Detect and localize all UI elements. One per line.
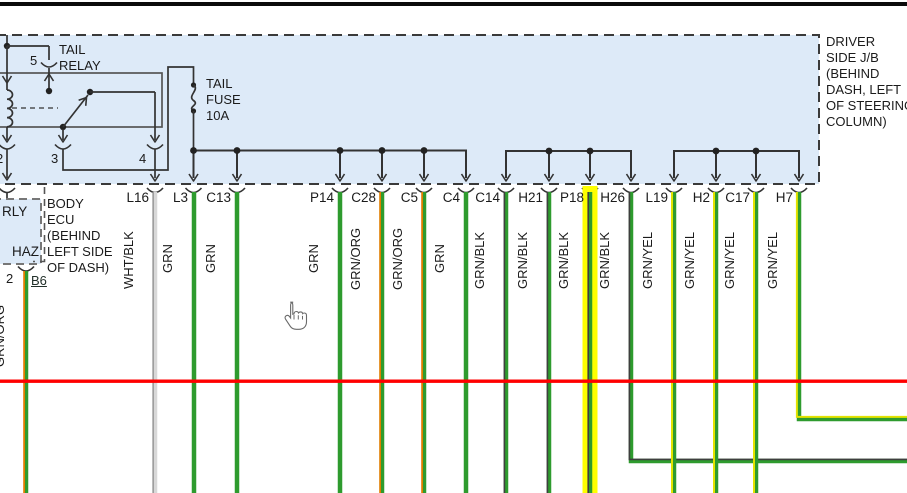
wire-color-label-H2: GRN/YEL <box>682 231 697 289</box>
wire-color-label-C5: GRN/ORG <box>390 227 405 290</box>
tail-fuse-symbol <box>190 82 197 151</box>
wire-color-label-H21: GRN/BLK <box>515 231 530 289</box>
connector-link-B6[interactable]: B6 <box>31 273 47 288</box>
wire-color-label-H26: GRN/BLK <box>597 231 612 289</box>
wire-H7[interactable] <box>795 192 907 422</box>
connector-label-C5: C5 <box>400 190 418 205</box>
tail-relay-box <box>0 72 163 128</box>
wire-color-label-C28: GRN/ORG <box>348 227 363 290</box>
haz-relay-box <box>0 198 42 272</box>
wire-color-label-P18: GRN/BLK <box>556 231 571 289</box>
tail-relay-label: TAIL RELAY <box>59 42 101 73</box>
wire-color-label-L16: WHT/BLK <box>121 231 136 289</box>
connector-label-L19: L19 <box>645 190 668 205</box>
connector-label-C28: C28 <box>351 190 376 205</box>
connector-label-P18: P18 <box>559 190 584 205</box>
haz-pin-2: 2 <box>6 271 14 286</box>
body-ecu-border <box>33 187 46 263</box>
wire-color-label-C17: GRN/YEL <box>722 231 737 289</box>
wire-color-label-C14: GRN/BLK <box>472 231 487 289</box>
connector-label-L3: L3 <box>172 190 188 205</box>
connector-label-L16: L16 <box>126 190 149 205</box>
hand-cursor <box>284 301 308 330</box>
wire-L16[interactable] <box>152 192 158 493</box>
connector-label-P14: P14 <box>309 190 334 205</box>
body-ecu-label: BODY ECU (BEHIND LEFT SIDE OF DASH) <box>47 196 113 275</box>
wire-color-label-P14: GRN <box>306 244 321 273</box>
connector-label-C14: C14 <box>475 190 500 205</box>
jb-connector-symbols <box>0 149 808 199</box>
wire-H26[interactable] <box>628 192 907 464</box>
relay-pin-2: 2 <box>0 151 4 166</box>
wire-H21[interactable] <box>546 192 552 493</box>
wire-C28[interactable] <box>379 192 385 493</box>
connector-label-H26: H26 <box>600 190 625 205</box>
jb-box <box>0 34 820 185</box>
jb-bus <box>190 147 800 178</box>
relay-pin-5: 5 <box>30 53 38 68</box>
wire-color-label-B6: GRN/ORG <box>0 304 7 367</box>
jb-label: DRIVER SIDE J/B (BEHIND DASH, LEFT OF ST… <box>826 34 907 129</box>
wire-color-label-C4: GRN <box>432 244 447 273</box>
wire-P18[interactable] <box>587 192 593 493</box>
wire-C17[interactable] <box>753 192 759 493</box>
connector-label-H21: H21 <box>518 190 543 205</box>
tracer-marker-line <box>0 379 907 383</box>
fuse-feed-line <box>62 66 195 171</box>
connector-label-C4: C4 <box>442 190 460 205</box>
tail-relay-circuit <box>0 35 164 150</box>
connector-label-C13: C13 <box>206 190 231 205</box>
top-divider-bar <box>0 2 907 6</box>
wire-H2[interactable] <box>713 192 719 493</box>
wire-color-label-L19: GRN/YEL <box>640 231 655 289</box>
wire-C14[interactable] <box>503 192 509 493</box>
relay-pin-4: 4 <box>139 151 147 166</box>
wire-L19[interactable] <box>671 192 677 493</box>
haz-rly-label: RLY <box>2 204 28 219</box>
wire-color-label-L3: GRN <box>160 244 175 273</box>
haz-label: HAZ <box>12 244 39 259</box>
connector-label-H7: H7 <box>775 190 793 205</box>
connector-label-C17: C17 <box>725 190 750 205</box>
connector-label-H2: H2 <box>692 190 710 205</box>
tail-fuse-label: TAIL FUSE 10A <box>206 76 241 123</box>
wire-C5[interactable] <box>421 192 427 493</box>
relay-pin-3: 3 <box>51 151 59 166</box>
wire-color-label-C13: GRN <box>203 244 218 273</box>
wire-color-label-H7: GRN/YEL <box>765 231 780 289</box>
